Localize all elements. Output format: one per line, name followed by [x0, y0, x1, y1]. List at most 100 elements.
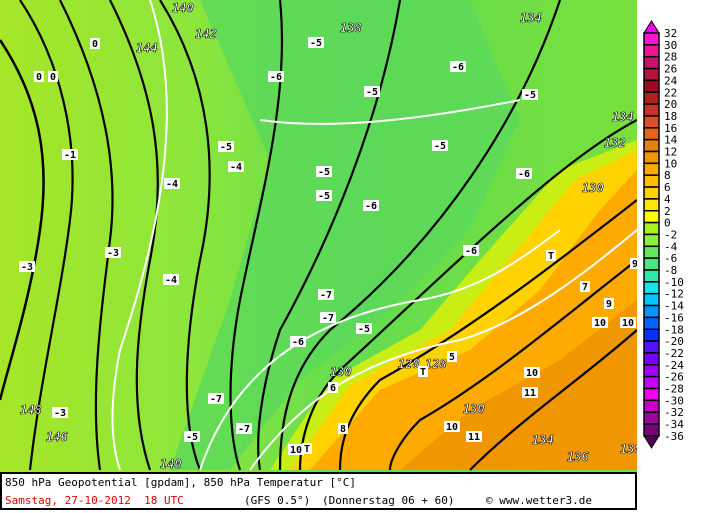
colorbar-band: [643, 32, 660, 46]
colorbar-label: 4: [664, 193, 671, 206]
temperature-label: 10: [594, 318, 606, 329]
colorbar-label: -32: [664, 406, 684, 419]
model-info: (GFS 0.5°): [244, 494, 311, 507]
temperature-label: -4: [230, 162, 242, 173]
colorbar-label: 18: [664, 110, 677, 123]
temperature-label: 0: [92, 39, 98, 50]
colorbar-band: [643, 127, 660, 141]
temperature-label: -5: [318, 167, 330, 178]
colorbar-label: 28: [664, 51, 677, 64]
colorbar-label: -30: [664, 394, 684, 407]
colorbar-band: [643, 138, 660, 153]
colorbar-band: [643, 245, 660, 259]
temperature-label: -7: [210, 394, 222, 405]
temperature-label: -5: [434, 141, 446, 152]
colorbar-band: [643, 257, 660, 271]
colorbar-band: [643, 269, 660, 283]
colorbar-label: -36: [664, 430, 684, 443]
colorbar-label: -12: [664, 288, 684, 301]
temperature-label: 9: [632, 259, 637, 270]
colorbar-band: [643, 423, 660, 437]
colorbar-label: -2: [664, 228, 677, 241]
colorbar-band: [643, 387, 660, 402]
colorbar-label: 2: [664, 205, 671, 218]
colorbar-band: [643, 375, 660, 390]
colorbar-label: 8: [664, 169, 671, 182]
colorbar-label: 14: [664, 134, 678, 147]
colorbar-label: 32: [664, 27, 677, 40]
temperature-label: -5: [318, 191, 330, 202]
colorbar-band: [643, 67, 660, 82]
colorbar-label: 22: [664, 86, 677, 99]
weather-map: 140 144 142 138 134 134 132 130 130 128 128 130 134 1…: [0, 0, 637, 472]
geopotential-label: 130: [330, 365, 352, 379]
colorbar-label: -4: [664, 240, 678, 253]
geopotential-label: 128: [398, 357, 420, 371]
geopotential-label: 138: [340, 21, 362, 35]
temperature-label: -4: [165, 275, 177, 286]
colorbar-band: [643, 281, 660, 295]
colorbar-label: -16: [664, 311, 684, 324]
colorbar-label: 6: [664, 181, 671, 194]
copyright-link[interactable]: © www.wetter3.de: [486, 494, 592, 507]
colorbar-band: [643, 304, 660, 319]
temperature-label: 6: [330, 383, 336, 394]
temperature-label: -6: [465, 246, 477, 257]
temperature-label: -6: [292, 337, 304, 348]
map-title: 850 hPa Geopotential [gpdam], 850 hPa Te…: [5, 476, 356, 489]
colorbar-band: [643, 328, 660, 342]
temperature-label: -7: [238, 424, 250, 435]
colorbar-label: 20: [664, 98, 677, 111]
colorbar-band: [643, 292, 660, 307]
colorbar-band: [643, 221, 660, 236]
temperature-label: -5: [186, 432, 198, 443]
colorbar-label: -10: [664, 276, 684, 289]
temperature-label: -6: [518, 169, 530, 180]
temperature-colorbar: 32302826242220181614121086420-2-4-6-8-10…: [643, 20, 684, 449]
geopotential-label: 134: [612, 110, 634, 124]
colorbar-band: [643, 233, 660, 248]
temperature-label: 8: [340, 424, 346, 435]
temperature-label: 0: [50, 72, 56, 83]
temperature-label: -5: [310, 38, 322, 49]
geopotential-label: 140: [172, 1, 194, 15]
colorbar-band: [643, 364, 660, 378]
colorbar-label: -34: [664, 418, 684, 431]
temperature-label: -7: [320, 290, 332, 301]
temperature-label: 10: [526, 368, 538, 379]
geopotential-label: 144: [136, 41, 158, 55]
colorbar-band: [643, 198, 660, 212]
temperature-label: -3: [54, 408, 66, 419]
geopotential-label: 128: [425, 357, 447, 371]
colorbar-label: -20: [664, 335, 684, 348]
temperature-label: -3: [21, 262, 33, 273]
geopotential-label: 130: [582, 181, 604, 195]
colorbar-label: 26: [664, 63, 677, 76]
temperature-isotherms: [111, 0, 637, 471]
geopotential-label: 146: [46, 430, 68, 444]
geopotential-label: 142: [195, 27, 217, 41]
colorbar-label: -24: [664, 359, 684, 372]
colorbar-band: [643, 352, 660, 366]
geopotential-label: 136: [567, 450, 589, 464]
temperature-label: -4: [166, 179, 178, 190]
colorbar-band: [643, 103, 660, 117]
colorbar-band: [643, 115, 660, 129]
temperature-label: -5: [524, 90, 536, 101]
temperature-label: 5: [449, 352, 455, 363]
geopotential-label: 148: [20, 403, 42, 417]
temperature-label: -7: [322, 313, 334, 324]
colorbar-band: [643, 340, 660, 354]
colorbar-label: 24: [664, 74, 678, 87]
temperature-label: 10: [446, 422, 458, 433]
colorbar-label: 30: [664, 39, 677, 52]
temperature-label: -5: [366, 87, 378, 98]
colorbar-band: [643, 316, 660, 330]
temperature-label: 11: [524, 388, 536, 399]
temperature-label: 0: [36, 72, 42, 83]
colorbar-label: -26: [664, 371, 684, 384]
geopotential-label: 138: [620, 442, 637, 456]
geopotential-label: 134: [520, 11, 542, 25]
temperature-label: -5: [220, 142, 232, 153]
colorbar-label: -18: [664, 323, 684, 336]
